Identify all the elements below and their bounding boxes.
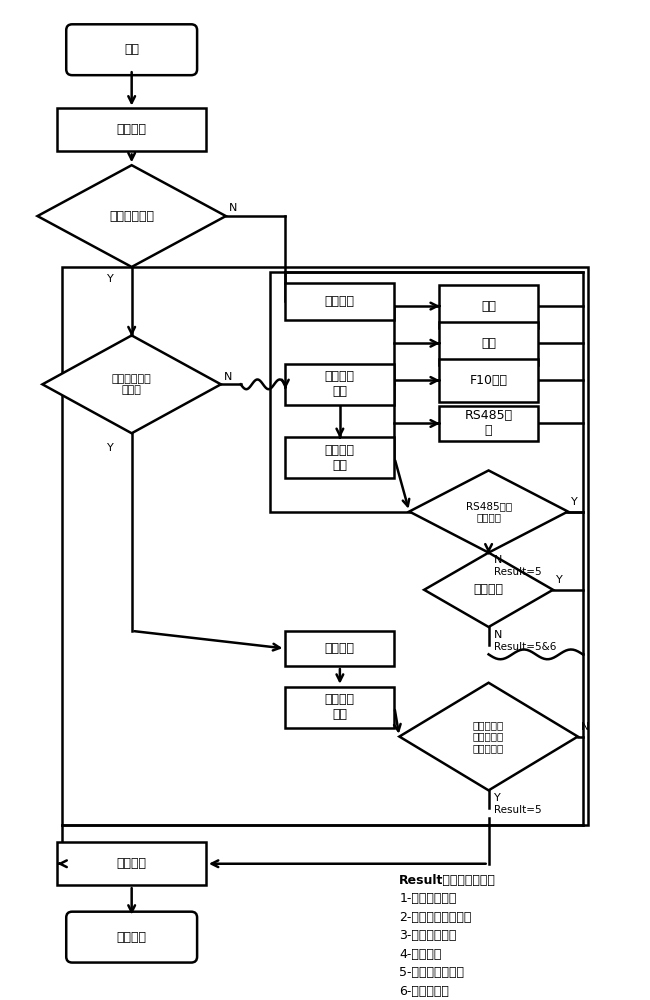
Text: Y: Y [107, 274, 114, 284]
Text: Result=5: Result=5 [493, 805, 541, 815]
Bar [57, 842, 206, 885]
Text: 6-更换电能表: 6-更换电能表 [399, 985, 449, 998]
Bar [439, 322, 538, 365]
Polygon shape [399, 683, 578, 790]
Text: F10参数: F10参数 [469, 374, 508, 387]
Text: Y: Y [107, 443, 114, 453]
Polygon shape [38, 165, 226, 267]
Text: 2-公网信号问题处理: 2-公网信号问题处理 [399, 911, 472, 924]
Text: 中继抄表: 中继抄表 [325, 642, 355, 655]
Polygon shape [42, 335, 221, 433]
Bar [439, 359, 538, 402]
Text: N: N [581, 722, 589, 732]
Text: Result=5: Result=5 [493, 567, 541, 577]
Polygon shape [424, 553, 553, 627]
Text: 终端参数检
查与下行通
信是否已查: 终端参数检 查与下行通 信是否已查 [473, 720, 504, 753]
Bar [285, 364, 395, 405]
Text: N: N [493, 555, 502, 565]
Text: 查处下行
通信: 查处下行 通信 [325, 444, 355, 472]
Polygon shape [410, 470, 568, 553]
FancyBboxPatch shape [66, 24, 197, 75]
Text: 任务: 任务 [481, 337, 496, 350]
Bar [285, 437, 395, 478]
Text: 核对信息: 核对信息 [116, 123, 147, 136]
Text: Result=5&6: Result=5&6 [493, 642, 556, 652]
Bar [285, 687, 395, 728]
Text: 掌机中继成功: 掌机中继成功 [109, 210, 154, 223]
FancyBboxPatch shape [66, 912, 197, 963]
Bar [62, 267, 588, 825]
Text: 开始: 开始 [124, 43, 139, 56]
Bar [270, 272, 583, 512]
Text: RS485通信
端口正常: RS485通信 端口正常 [465, 501, 512, 522]
Text: Y: Y [571, 497, 578, 507]
Bar [439, 285, 538, 328]
Text: N: N [229, 203, 237, 213]
Text: N: N [493, 630, 502, 640]
Text: Y: Y [493, 793, 501, 803]
Text: 调试结束: 调试结束 [116, 931, 147, 944]
Text: 反馈系统: 反馈系统 [116, 857, 147, 870]
Text: Result反馈结果说明：: Result反馈结果说明： [399, 874, 496, 887]
Text: Y: Y [556, 575, 563, 585]
Text: 人工确认
故障: 人工确认 故障 [325, 693, 355, 721]
Text: 4-档案更正: 4-档案更正 [399, 948, 442, 961]
Bar [285, 631, 395, 666]
Text: RS485接
线: RS485接 线 [465, 409, 513, 437]
Text: N: N [224, 372, 232, 382]
Bar [285, 283, 395, 320]
Text: 一般检查: 一般检查 [325, 295, 355, 308]
Text: 5-更换终端子流程: 5-更换终端子流程 [399, 966, 464, 979]
Text: 查处终端
参数: 查处终端 参数 [325, 370, 355, 398]
Text: 终端参数是否
已查处: 终端参数是否 已查处 [112, 374, 151, 395]
Text: 时钟: 时钟 [481, 300, 496, 313]
Text: 1-疑难问题处理: 1-疑难问题处理 [399, 892, 457, 905]
Text: 通信匹配: 通信匹配 [474, 583, 504, 596]
Bar [439, 406, 538, 441]
Bar [57, 108, 206, 151]
Text: 3-处理结果校验: 3-处理结果校验 [399, 929, 457, 942]
